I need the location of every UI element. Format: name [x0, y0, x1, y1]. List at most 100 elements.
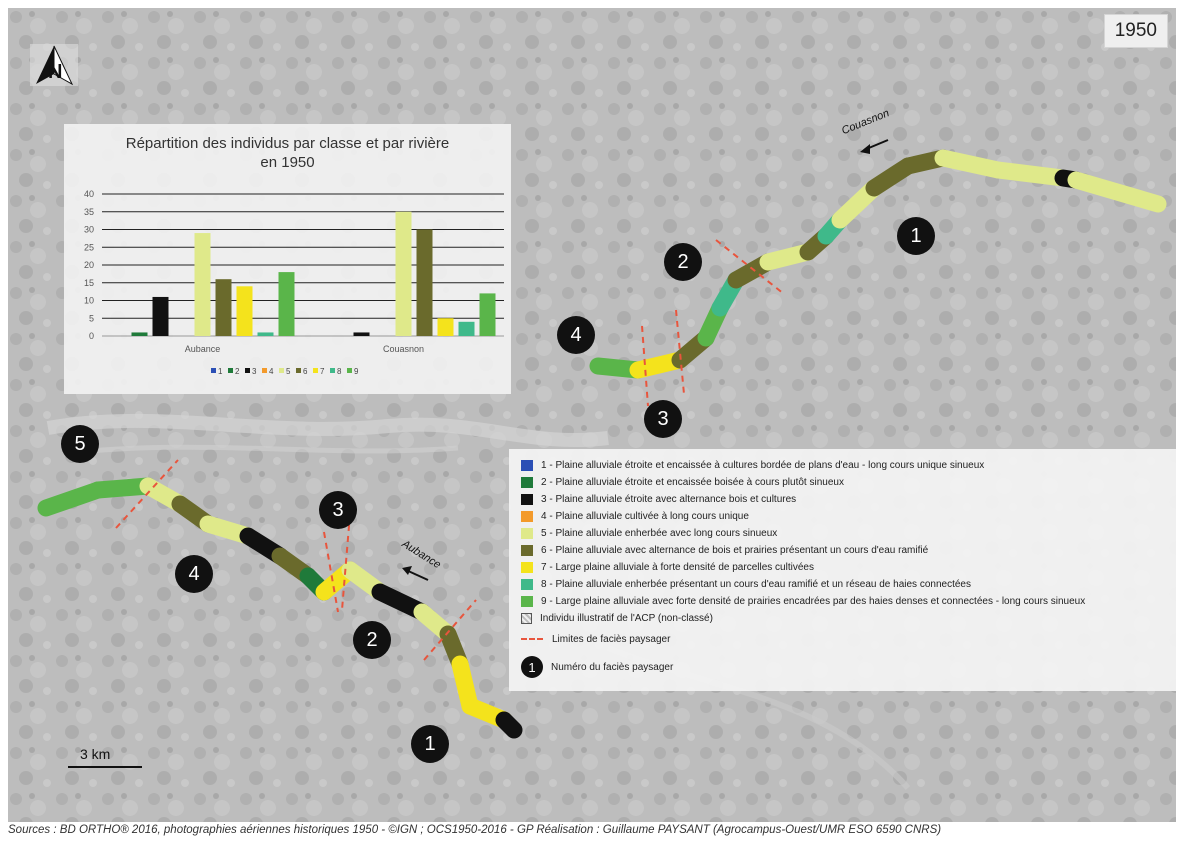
- legend-swatch-7: [521, 561, 533, 573]
- bar-couasnon-class-9: [479, 293, 496, 336]
- legend-swatch-2: [521, 476, 533, 488]
- scale-bar-label: 3 km: [80, 746, 111, 762]
- legend-item-limits: Limites de faciès paysager: [521, 631, 670, 647]
- bar-couasnon-class-7: [437, 318, 454, 336]
- facies-marker-aubance-2: 2: [353, 621, 391, 659]
- legend-swatch-9: [521, 595, 533, 607]
- aubance-direction-arrow-icon: [402, 566, 429, 581]
- couasnon-river-path: [589, 149, 1167, 379]
- legend-label-limits: Limites de faciès paysager: [552, 633, 671, 645]
- map-year-label: 1950: [1103, 14, 1168, 48]
- legend-item-facies-number: 1 Numéro du faciès paysager: [521, 655, 673, 679]
- bar-aubance-class-2: [131, 332, 148, 336]
- svg-text:N: N: [48, 61, 62, 83]
- facies-marker-couasnon-4: 4: [557, 316, 595, 354]
- legend-item-8: 8 - Plaine alluviale enherbée présentant…: [521, 576, 971, 592]
- bar-couasnon-class-5: [395, 211, 412, 336]
- bar-aubance-class-6: [215, 279, 232, 336]
- bar-aubance-class-7: [236, 286, 253, 336]
- facies-marker-aubance-3: 3: [319, 491, 357, 529]
- bar-couasnon-class-6: [416, 229, 433, 336]
- bar-couasnon-class-8: [458, 321, 475, 336]
- chart-legend-swatch-9: [347, 368, 352, 373]
- y-tick-label: 25: [84, 242, 94, 252]
- chart-legend-label-9: 9: [354, 367, 359, 376]
- y-tick-label: 5: [89, 313, 94, 323]
- chart-title-line-1: Répartition des individus par classe et …: [125, 135, 450, 152]
- scale-bar: [68, 766, 142, 768]
- legend-item-5: 5 - Plaine alluviale enherbée avec long …: [521, 525, 777, 541]
- legend-item-unclassified: Individu illustratif de l'ACP (non-class…: [521, 610, 713, 626]
- y-tick-label: 30: [84, 225, 94, 235]
- legend-panel: 1 - Plaine alluviale étroite et encaissé…: [509, 449, 1176, 691]
- legend-label-4: 4 - Plaine alluviale cultivée à long cou…: [541, 510, 749, 522]
- chart-title: Répartition des individus par classe et …: [64, 134, 511, 172]
- legend-label-9: 9 - Large plaine alluviale avec forte de…: [541, 595, 1086, 607]
- couasnon-direction-arrow-icon: [860, 139, 889, 154]
- legend-swatch-1: [521, 459, 533, 471]
- dashed-line-icon: [521, 638, 543, 640]
- legend-item-2: 2 - Plaine alluviale étroite et encaissé…: [521, 474, 844, 490]
- sources-credit: Sources : BD ORTHO® 2016, photographies …: [8, 824, 942, 836]
- chart-legend-label-7: 7: [320, 367, 325, 376]
- legend-item-6: 6 - Plaine alluviale avec alternance de …: [521, 542, 928, 558]
- chart-legend-swatch-7: [313, 368, 318, 373]
- main-river-channel: [46, 413, 609, 448]
- chart-legend-label-1: 1: [218, 367, 223, 376]
- y-tick-label: 15: [84, 278, 94, 288]
- legend-item-1: 1 - Plaine alluviale étroite et encaissé…: [521, 457, 984, 473]
- chart-legend-swatch-8: [330, 368, 335, 373]
- facies-marker-aubance-4: 4: [175, 555, 213, 593]
- bar-aubance-class-5: [194, 233, 211, 336]
- bar-aubance-class-9: [278, 272, 295, 336]
- aubance-river-path: [37, 477, 523, 739]
- legend-item-7: 7 - Large plaine alluviale à forte densi…: [521, 559, 814, 575]
- x-category-label: Couasnon: [383, 344, 424, 354]
- chart-legend-label-2: 2: [235, 367, 240, 376]
- legend-swatch-3: [521, 493, 533, 505]
- y-tick-label: 35: [84, 207, 94, 217]
- y-tick-label: 40: [84, 189, 94, 199]
- legend-label-7: 7 - Large plaine alluviale à forte densi…: [541, 561, 814, 573]
- legend-swatch-5: [521, 527, 533, 539]
- chart-legend-swatch-4: [262, 368, 267, 373]
- facies-marker-couasnon-1: 1: [897, 217, 935, 255]
- bar-aubance-class-3: [152, 296, 169, 336]
- facies-marker-aubance-5: 5: [61, 425, 99, 463]
- facies-number-icon: 1: [521, 656, 543, 678]
- chart-legend-swatch-2: [228, 368, 233, 373]
- legend-swatch-8: [521, 578, 533, 590]
- legend-label-1: 1 - Plaine alluviale étroite et encaissé…: [541, 459, 985, 471]
- chart-legend-label-3: 3: [252, 367, 257, 376]
- chart-plot: 0 5 10 15 20 25 30 35 40 Aubance Couasnon 1 2 3 4 5 6 7 8 9: [84, 189, 504, 376]
- bar-couasnon-class-3: [353, 332, 370, 336]
- legend-swatch-4: [521, 510, 533, 522]
- hatch-swatch-icon: [521, 612, 532, 624]
- chart-legend-swatch-6: [296, 368, 301, 373]
- chart-legend-swatch-1: [211, 368, 216, 373]
- y-tick-label: 20: [84, 260, 94, 270]
- class-distribution-chart: Répartition des individus par classe et …: [64, 124, 511, 394]
- river-secondary: [67, 444, 459, 456]
- chart-title-line-2: en 1950: [260, 154, 315, 171]
- y-tick-label: 0: [89, 331, 94, 341]
- legend-label-6: 6 - Plaine alluviale avec alternance de …: [541, 544, 929, 556]
- x-category-label: Aubance: [185, 344, 221, 354]
- chart-legend-label-4: 4: [269, 367, 274, 376]
- legend-label-3: 3 - Plaine alluviale étroite avec altern…: [541, 493, 797, 505]
- legend-label-8: 8 - Plaine alluviale enherbée présentant…: [541, 578, 971, 590]
- legend-label-facies-number: Numéro du faciès paysager: [551, 661, 674, 673]
- facies-marker-couasnon-3: 3: [644, 400, 682, 438]
- legend-item-3: 3 - Plaine alluviale étroite avec altern…: [521, 491, 796, 507]
- chart-legend-swatch-5: [279, 368, 284, 373]
- chart-legend-label-6: 6: [303, 367, 308, 376]
- chart-legend-label-5: 5: [286, 367, 291, 376]
- facies-marker-couasnon-2: 2: [664, 243, 702, 281]
- facies-limit-lines: [115, 239, 785, 661]
- facies-marker-aubance-1: 1: [411, 725, 449, 763]
- y-tick-label: 10: [84, 296, 94, 306]
- legend-swatch-6: [521, 544, 533, 556]
- north-arrow-icon: N: [30, 44, 78, 86]
- legend-item-4: 4 - Plaine alluviale cultivée à long cou…: [521, 508, 749, 524]
- bar-aubance-class-8: [257, 332, 274, 336]
